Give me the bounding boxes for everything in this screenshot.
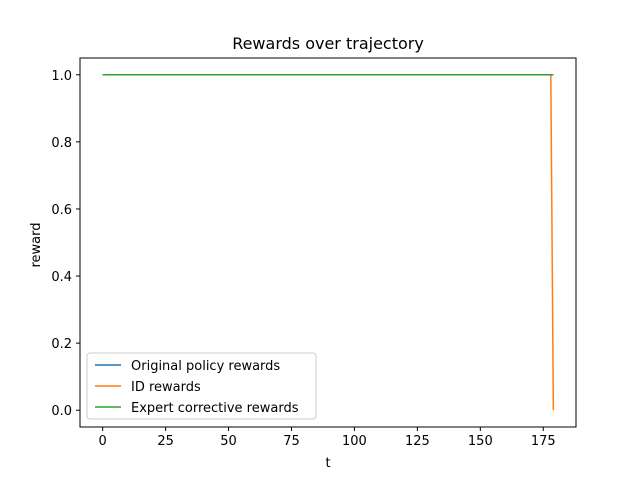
x-tick-label: 175 [531,434,556,449]
legend-entry: ID rewards [131,380,201,395]
y-tick-label: 1.0 [51,69,72,84]
y-tick-label: 0.6 [51,203,72,218]
chart-title: Rewards over trajectory [232,34,424,53]
x-tick-label: 50 [220,434,237,449]
x-tick-label: 75 [283,434,300,449]
x-tick-label: 150 [468,434,493,449]
legend-entry: Original policy rewards [131,359,280,374]
legend-box [86,352,317,420]
y-tick-label: 0.2 [51,337,72,352]
x-axis-label: t [325,456,330,471]
plot-area [102,74,555,411]
y-axis: 0.0 0.2 0.4 0.6 0.8 1.0 [51,69,80,419]
plot-frame [79,57,577,428]
y-tick-label: 0.4 [51,270,72,285]
legend: Original policy rewards ID rewards Expert … [86,352,317,420]
x-tick-label: 125 [405,434,430,449]
legend-entry: Expert corrective rewards [131,401,299,416]
y-axis-label: reward [29,222,44,267]
y-tick-label: 0.8 [51,136,72,151]
x-axis: 0 25 50 75 100 125 150 175 [99,427,556,449]
x-tick-label: 100 [342,434,367,449]
y-tick-label: 0.0 [51,404,72,419]
x-tick-label: 0 [99,434,107,449]
x-tick-label: 25 [157,434,174,449]
